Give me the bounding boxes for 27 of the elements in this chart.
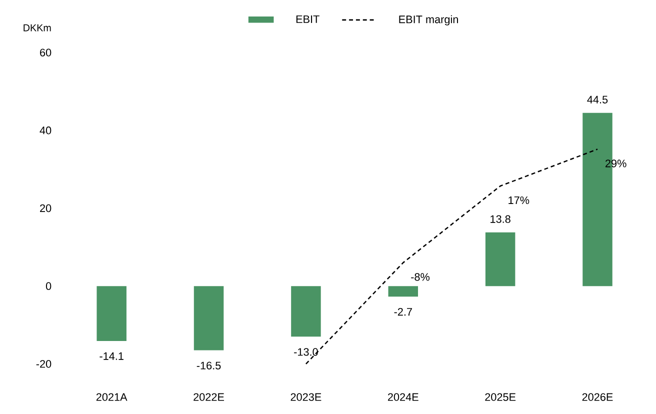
x-tick-label: 2022E bbox=[194, 393, 224, 402]
data-label: 13.8 bbox=[490, 215, 510, 224]
data-label: -8% bbox=[411, 273, 430, 282]
data-label: -13.0 bbox=[294, 348, 318, 356]
bar bbox=[96, 286, 126, 342]
data-label: -16.5 bbox=[196, 362, 221, 370]
x-tick-label: 2023E bbox=[290, 393, 322, 402]
x-tick-label: 2021A bbox=[96, 393, 128, 402]
x-tick-label: 2026E bbox=[582, 393, 613, 402]
y-tick-label: -20 bbox=[36, 360, 52, 368]
bar bbox=[291, 286, 321, 337]
legend-label: EBIT margin bbox=[399, 16, 458, 26]
y-tick-label: 40 bbox=[40, 126, 52, 134]
x-tick-label: 2025E bbox=[485, 393, 516, 402]
data-label: 44.5 bbox=[587, 96, 608, 104]
bar bbox=[388, 286, 418, 297]
data-label: 17% bbox=[508, 196, 530, 204]
y-tick-label: 0 bbox=[46, 282, 52, 290]
bar bbox=[485, 232, 516, 286]
y-axis-title: DKKm bbox=[24, 24, 51, 32]
y-tick-label: 20 bbox=[40, 204, 52, 212]
legend-label: EBIT bbox=[296, 16, 320, 24]
data-label: -2.7 bbox=[394, 308, 412, 316]
data-label: -14.1 bbox=[100, 352, 124, 360]
x-tick-label: 2024E bbox=[388, 393, 418, 402]
bar bbox=[194, 286, 224, 351]
y-tick-label: 60 bbox=[40, 48, 52, 57]
